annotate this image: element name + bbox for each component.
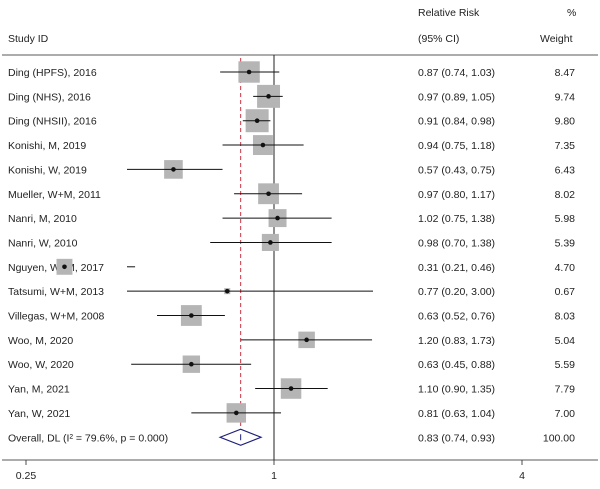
study-row: Ding (NHSII), 2016 0.91 (0.84, 0.98) 9.80 bbox=[8, 109, 576, 133]
study-label: Konishi, W, 2019 bbox=[8, 164, 87, 176]
study-label: Konishi, M, 2019 bbox=[8, 140, 86, 152]
study-label: Villegas, W+M, 2008 bbox=[8, 311, 105, 323]
study-label: Ding (NHS), 2016 bbox=[8, 91, 91, 103]
x-tick-label: 0.25 bbox=[16, 470, 37, 482]
rr-ci-value: 0.91 (0.84, 0.98) bbox=[418, 116, 495, 128]
weight-value: 7.00 bbox=[555, 408, 576, 420]
study-label: Yan, M, 2021 bbox=[8, 384, 70, 396]
header-ci: (95% CI) bbox=[418, 33, 459, 45]
rr-ci-value: 0.63 (0.52, 0.76) bbox=[418, 311, 495, 323]
study-label: Nanri, W, 2010 bbox=[8, 237, 78, 249]
study-label: Nanri, M, 2010 bbox=[8, 213, 77, 225]
header-study-id: Study ID bbox=[8, 33, 49, 45]
rr-ci-value: 0.77 (0.20, 3.00) bbox=[418, 286, 495, 298]
point-estimate bbox=[234, 410, 239, 416]
study-label: Nguyen, W+M, 2017 bbox=[8, 262, 104, 274]
study-label: Tatsumi, W+M, 2013 bbox=[8, 286, 104, 298]
overall-rr-ci-value: 0.83 (0.74, 0.93) bbox=[418, 432, 495, 444]
rr-ci-value: 0.94 (0.75, 1.18) bbox=[418, 140, 495, 152]
study-row: Nanri, M, 2010 1.02 (0.75, 1.38) 5.98 bbox=[8, 209, 576, 228]
reference-lines bbox=[240, 55, 275, 460]
study-rows: Ding (HPFS), 2016 0.87 (0.74, 1.03) 8.47Di… bbox=[8, 61, 576, 423]
rr-ci-value: 0.98 (0.70, 1.38) bbox=[418, 237, 495, 249]
point-estimate bbox=[275, 215, 280, 221]
point-estimate bbox=[254, 118, 260, 123]
study-label: Ding (HPFS), 2016 bbox=[8, 67, 97, 79]
weight-value: 6.43 bbox=[555, 164, 576, 176]
study-row: Konishi, W, 2019 0.57 (0.43, 0.75) 6.43 bbox=[8, 160, 575, 179]
overall-weight-value: 100.00 bbox=[543, 432, 575, 444]
rr-ci-value: 0.57 (0.43, 0.75) bbox=[418, 164, 495, 176]
point-estimate bbox=[62, 264, 67, 270]
rr-ci-value: 1.20 (0.83, 1.73) bbox=[418, 335, 495, 347]
rr-ci-value: 1.10 (0.90, 1.35) bbox=[418, 384, 495, 396]
x-tick-label: 1 bbox=[271, 470, 277, 482]
rr-ci-value: 0.97 (0.80, 1.17) bbox=[418, 189, 495, 201]
weight-value: 5.39 bbox=[555, 237, 576, 249]
point-estimate bbox=[189, 313, 194, 318]
study-label: Yan, W, 2021 bbox=[8, 408, 70, 420]
header-percent: % bbox=[567, 7, 576, 19]
study-row: Mueller, W+M, 2011 0.97 (0.80, 1.17) 8.02 bbox=[8, 183, 576, 205]
study-label: Woo, W, 2020 bbox=[8, 359, 74, 371]
study-row: Yan, W, 2021 0.81 (0.63, 1.04) 7.00 bbox=[8, 403, 576, 423]
weight-value: 8.03 bbox=[555, 311, 576, 323]
weight-value: 8.02 bbox=[555, 189, 576, 201]
study-row: Ding (HPFS), 2016 0.87 (0.74, 1.03) 8.47 bbox=[8, 61, 576, 83]
study-row: Ding (NHS), 2016 0.97 (0.89, 1.05) 9.74 bbox=[8, 84, 576, 108]
study-row: Tatsumi, W+M, 2013 0.77 (0.20, 3.00) 0.67 bbox=[8, 286, 575, 298]
point-estimate bbox=[288, 386, 294, 391]
weight-value: 5.04 bbox=[555, 335, 576, 347]
study-label: Woo, M, 2020 bbox=[8, 335, 73, 347]
point-estimate bbox=[266, 191, 271, 197]
weight-value: 7.79 bbox=[555, 384, 576, 396]
weight-value: 9.74 bbox=[555, 91, 576, 103]
point-estimate bbox=[189, 361, 194, 367]
header-weight: Weight bbox=[540, 33, 573, 45]
study-row: Woo, W, 2020 0.63 (0.45, 0.88) 5.59 bbox=[8, 355, 576, 373]
study-row: Villegas, W+M, 2008 0.63 (0.52, 0.76) 8.03 bbox=[8, 305, 575, 326]
study-row: Nguyen, W+M, 2017 0.31 (0.21, 0.46) 4.70 bbox=[8, 258, 576, 275]
rr-ci-value: 1.02 (0.75, 1.38) bbox=[418, 213, 495, 225]
point-estimate bbox=[224, 288, 230, 294]
weight-value: 9.80 bbox=[555, 116, 576, 128]
overall-row: Overall, DL (I² = 79.6%, p = 0.000) 0.83 … bbox=[8, 428, 575, 446]
rr-ci-value: 0.81 (0.63, 1.04) bbox=[418, 408, 495, 420]
rr-ci-value: 0.87 (0.74, 1.03) bbox=[418, 67, 495, 79]
study-row: Woo, M, 2020 1.20 (0.83, 1.73) 5.04 bbox=[8, 331, 576, 349]
point-estimate bbox=[246, 69, 252, 75]
weight-value: 5.59 bbox=[555, 359, 576, 371]
point-estimate bbox=[171, 167, 176, 172]
weight-value: 0.67 bbox=[555, 286, 576, 298]
study-label: Mueller, W+M, 2011 bbox=[8, 189, 101, 201]
point-estimate bbox=[266, 94, 271, 99]
point-estimate bbox=[260, 142, 266, 148]
rr-ci-value: 0.31 (0.21, 0.46) bbox=[418, 262, 495, 274]
x-axis-ticks: 0.25 1 4 bbox=[16, 460, 525, 482]
point-estimate bbox=[304, 337, 309, 343]
study-row: Yan, M, 2021 1.10 (0.90, 1.35) 7.79 bbox=[8, 378, 575, 399]
study-label: Ding (NHSII), 2016 bbox=[8, 116, 97, 128]
study-row: Konishi, M, 2019 0.94 (0.75, 1.18) 7.35 bbox=[8, 135, 576, 156]
rr-ci-value: 0.63 (0.45, 0.88) bbox=[418, 359, 495, 371]
header-relative-risk: Relative Risk bbox=[418, 7, 480, 19]
study-row: Nanri, W, 2010 0.98 (0.70, 1.38) 5.39 bbox=[8, 233, 576, 251]
weight-value: 5.98 bbox=[555, 213, 576, 225]
point-estimate bbox=[268, 240, 273, 245]
weight-value: 4.70 bbox=[555, 262, 576, 274]
weight-value: 7.35 bbox=[555, 140, 576, 152]
rr-ci-value: 0.97 (0.89, 1.05) bbox=[418, 91, 495, 103]
overall-label: Overall, DL (I² = 79.6%, p = 0.000) bbox=[8, 432, 168, 444]
weight-value: 8.47 bbox=[555, 67, 576, 79]
x-tick-label: 4 bbox=[519, 470, 525, 482]
